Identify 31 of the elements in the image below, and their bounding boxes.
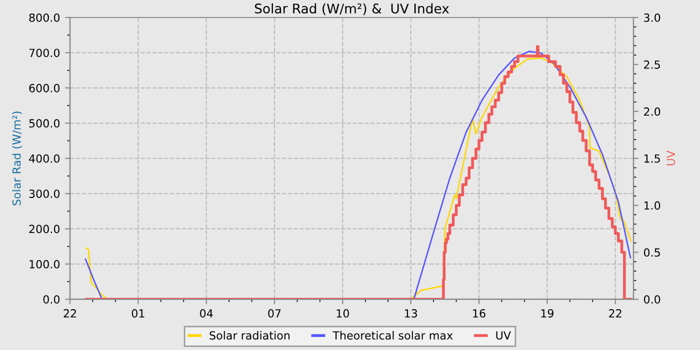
x-tick-label: 22 <box>609 309 622 318</box>
y2-tick-label: 3.0 <box>644 13 660 22</box>
y2-tick-label: 2.5 <box>644 60 660 69</box>
y-tick-label: 600.0 <box>29 84 60 92</box>
y-axis-title: Solar Rad (W/m²) <box>12 112 22 206</box>
x-tick-label: 13 <box>404 309 418 318</box>
y2-axis-title: UV <box>666 150 676 166</box>
y2-tick-label: 1.0 <box>644 201 660 210</box>
y2-tick-label: 0.5 <box>644 248 660 257</box>
y-tick-label: 200.0 <box>29 224 60 234</box>
x-tick-label: 07 <box>268 309 281 318</box>
chart-title: Solar Rad (W/m²) & UV Index <box>254 3 449 16</box>
x-tick-label: 01 <box>132 309 144 318</box>
x-tick-label: 22 <box>64 309 76 318</box>
legend-label: Solar radiation <box>210 330 290 340</box>
y-tick-label: 400.0 <box>29 154 60 163</box>
legend-label: UV <box>496 331 511 340</box>
y2-tick-label: 2.0 <box>644 107 660 116</box>
y-tick-label: 500.0 <box>29 119 60 128</box>
y-tick-label: 100.0 <box>30 260 60 268</box>
x-tick-label: 04 <box>200 309 213 318</box>
x-tick-label: 10 <box>336 309 349 318</box>
legend-label: Theoretical solar max <box>332 330 453 340</box>
y2-tick-label: 0.0 <box>644 295 660 304</box>
y-tick-label: 300.0 <box>29 190 60 198</box>
y2-tick-label: 1.5 <box>644 154 660 163</box>
y-tick-label: 800.0 <box>29 13 60 22</box>
x-tick-label: 16 <box>473 309 486 318</box>
y-tick-label: 0.0 <box>43 295 60 304</box>
x-tick-label: 19 <box>541 309 554 318</box>
y-tick-label: 700.0 <box>29 48 60 58</box>
